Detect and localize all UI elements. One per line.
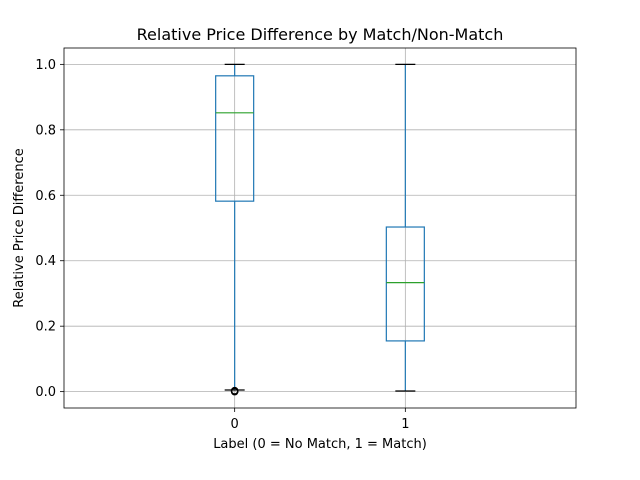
y-axis-label: Relative Price Difference (12, 148, 27, 307)
box-group-0 (215, 63, 255, 396)
iqr-box (215, 75, 255, 202)
y-tick-label: 0.2 (35, 320, 56, 335)
x-axis-label: Label (0 = No Match, 1 = Match) (213, 437, 427, 452)
x-tick-label: 1 (401, 417, 409, 432)
y-tick-label: 0.4 (35, 254, 56, 269)
ticks: 0.0 0.2 0.4 0.6 0.8 1.0 0 1 (35, 58, 409, 432)
x-tick-label: 0 (231, 417, 239, 432)
y-tick-label: 1.0 (35, 58, 56, 73)
outlier-point (230, 386, 239, 395)
box-group-1 (385, 63, 425, 392)
chart-title: Relative Price Difference by Match/Non-M… (137, 25, 504, 44)
boxes (215, 63, 425, 396)
y-tick-label: 0.6 (35, 189, 56, 204)
iqr-box (385, 226, 425, 342)
axes-frame (63, 47, 577, 409)
y-tick-label: 0.0 (35, 385, 56, 400)
y-tick-label: 0.8 (35, 123, 56, 138)
